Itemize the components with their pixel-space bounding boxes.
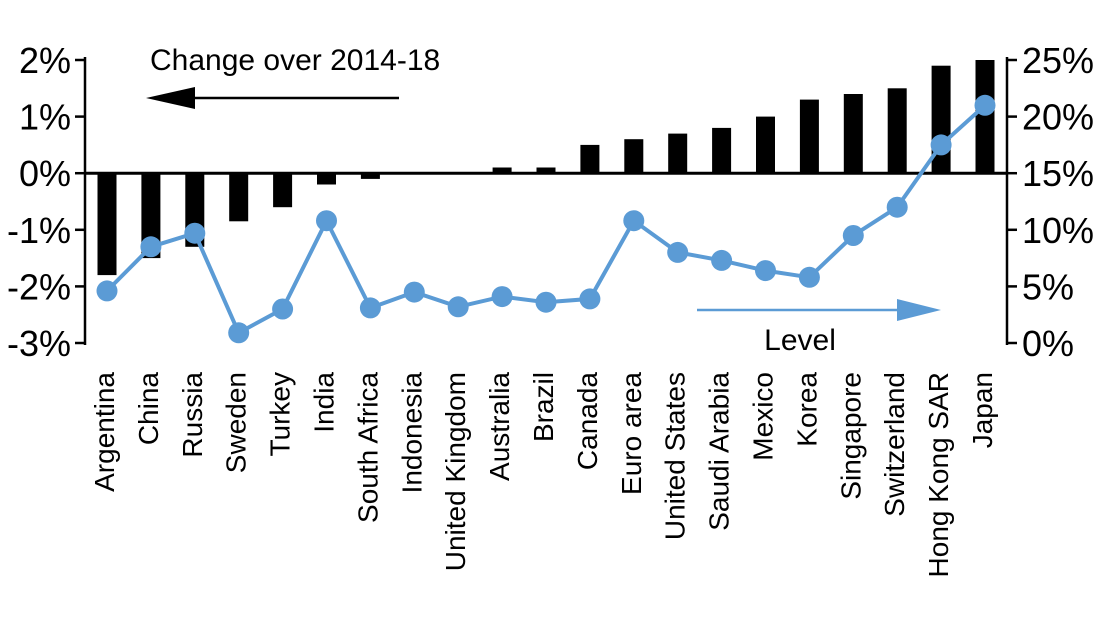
x-axis-label: Mexico (748, 372, 779, 461)
data-point (140, 236, 162, 258)
bar (887, 88, 907, 174)
right-axis-tick-label: 15% (1022, 153, 1094, 194)
bar (799, 99, 819, 174)
data-point (974, 94, 996, 116)
bar (97, 173, 117, 276)
x-axis-label: South Africa (352, 372, 383, 523)
right-axis-tick-label: 5% (1022, 266, 1074, 307)
x-axis-label: Australia (484, 372, 515, 481)
bar (317, 173, 336, 185)
x-axis-label: Brazil (528, 372, 559, 442)
data-point (886, 196, 908, 218)
data-point (667, 241, 689, 263)
bar (756, 116, 775, 174)
right-axis-tick-label: 10% (1022, 210, 1094, 251)
data-point (228, 322, 250, 344)
bar (580, 144, 600, 174)
bar (624, 139, 644, 174)
left-axis-tick-label: 1% (19, 97, 71, 138)
bar (712, 127, 732, 174)
right-axis-tick-label: 0% (1022, 323, 1074, 364)
left-axis-tick-label: -3% (7, 323, 71, 364)
left-axis-tick-label: -2% (7, 266, 71, 307)
x-axis-label: China (133, 372, 164, 446)
right-series-annotation: Level (764, 324, 836, 357)
data-point (535, 291, 557, 313)
data-point (96, 280, 118, 302)
data-point (272, 298, 294, 320)
data-point (623, 210, 645, 232)
bar (360, 173, 380, 179)
x-axis-label: Hong Kong SAR (923, 372, 954, 577)
x-axis-label: Argentina (89, 372, 120, 492)
data-point (842, 225, 864, 246)
x-axis-label: United States (660, 372, 691, 540)
x-axis-label: Canada (572, 372, 603, 471)
x-axis-label: Sweden (221, 372, 252, 473)
bar (536, 167, 556, 174)
x-axis-label: Singapore (835, 372, 866, 500)
right-arrow-head (897, 299, 941, 321)
left-axis-tick-label: 2% (19, 40, 71, 81)
left-axis-tick-label: -1% (7, 210, 71, 251)
left-axis-tick-label: 0% (19, 153, 71, 194)
bar (229, 173, 249, 222)
data-point (447, 296, 469, 318)
x-axis-label: Saudi Arabia (704, 372, 735, 531)
bar (668, 133, 688, 174)
x-axis-label: Switzerland (879, 372, 910, 517)
data-point (316, 210, 337, 232)
left-arrow-head (146, 87, 195, 109)
x-axis-label: Turkey (265, 372, 296, 457)
data-point (930, 134, 952, 156)
x-axis-label: Korea (791, 372, 822, 447)
bar (975, 60, 995, 174)
x-axis-label: India (309, 372, 340, 433)
data-point (579, 288, 601, 310)
bar (141, 173, 161, 259)
data-point (798, 266, 820, 288)
bar (273, 173, 293, 208)
data-point (491, 286, 513, 308)
x-axis-label: Indonesia (396, 372, 427, 494)
x-axis-label: United Kingdom (440, 372, 471, 571)
right-axis-tick-label: 20% (1022, 97, 1094, 138)
data-point (184, 222, 206, 244)
data-point (755, 260, 776, 282)
x-axis-label: Euro area (616, 372, 647, 495)
data-point (403, 281, 425, 303)
bar (843, 94, 863, 174)
right-axis-tick-label: 25% (1022, 40, 1094, 81)
x-axis-label: Japan (967, 372, 998, 448)
line-markers (96, 94, 996, 344)
x-axis-label: Russia (177, 372, 208, 458)
bar (492, 167, 512, 174)
x-axis-labels: Argentina China Russia Sweden Turkey India Sou… (89, 372, 998, 578)
data-point (711, 249, 733, 271)
left-series-annotation: Change over 2014-18 (150, 44, 440, 77)
data-point (359, 297, 381, 319)
